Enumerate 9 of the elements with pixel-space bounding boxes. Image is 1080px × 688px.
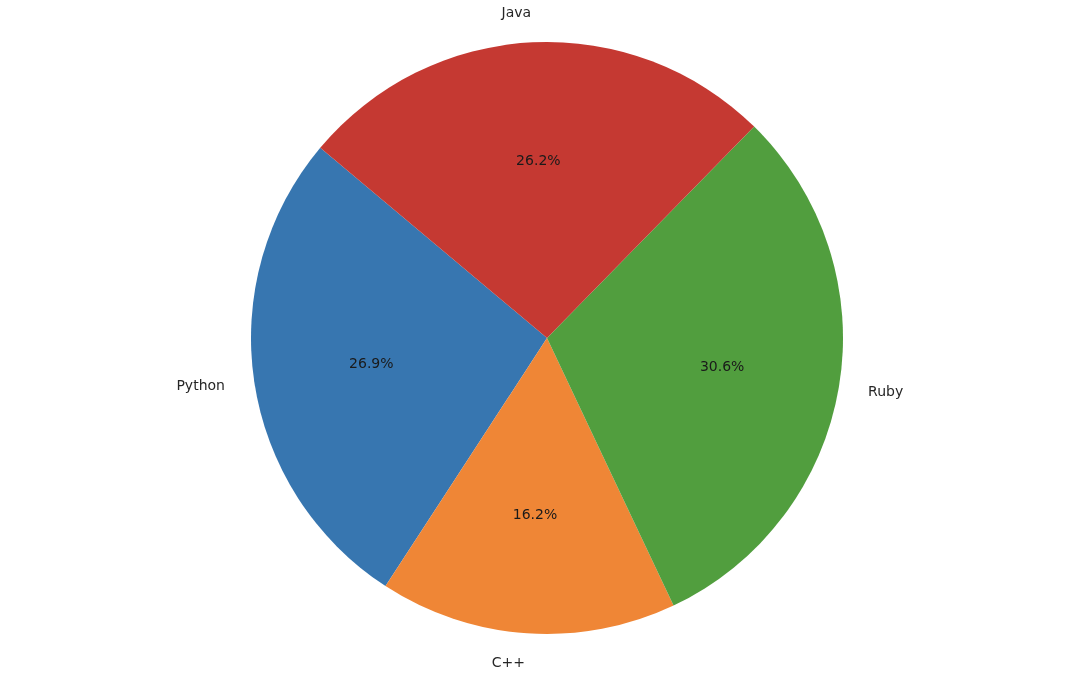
data-label: 16.2% [512,506,558,523]
slice-label: C++ [491,653,525,670]
slice-label: Java [500,3,532,20]
data-label: 30.6% [699,358,745,375]
data-label: 26.9% [349,355,394,372]
slice-label: Ruby [868,383,904,400]
data-label: 26.2% [516,151,561,168]
pie-slice [320,42,755,338]
slice-label: Python [176,376,225,393]
